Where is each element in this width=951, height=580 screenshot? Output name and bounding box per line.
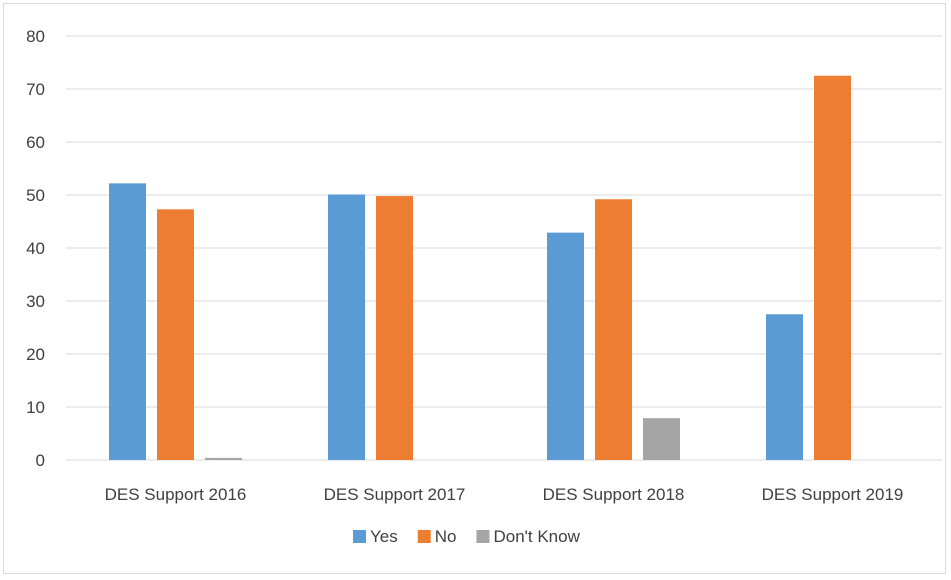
x-tick-label: DES Support 2018 (543, 485, 685, 504)
bar (814, 75, 851, 460)
legend-label: No (435, 527, 457, 546)
bars (109, 75, 851, 461)
y-tick-label: 10 (26, 398, 45, 417)
legend: Yes No Don't Know (353, 527, 581, 546)
chart-frame: 0 10 20 30 40 50 60 70 80 DES Support 2016 DES Su… (3, 3, 946, 574)
y-axis-tick-labels: 0 10 20 30 40 50 60 70 80 (26, 27, 45, 470)
legend-swatch (353, 530, 366, 543)
y-tick-label: 60 (26, 133, 45, 152)
bar (643, 418, 680, 460)
bar (595, 199, 632, 461)
x-tick-label: DES Support 2016 (105, 485, 247, 504)
bar (109, 183, 146, 460)
y-tick-label: 50 (26, 186, 45, 205)
x-tick-label: DES Support 2017 (324, 485, 466, 504)
y-tick-label: 70 (26, 80, 45, 99)
legend-swatch (476, 530, 490, 543)
bar (205, 457, 242, 460)
x-tick-label: DES Support 2019 (762, 485, 904, 504)
y-tick-label: 30 (26, 292, 45, 311)
bar (376, 196, 413, 460)
bar (157, 209, 194, 460)
legend-swatch (417, 530, 431, 543)
bar (766, 314, 803, 460)
gridlines (66, 35, 942, 461)
y-tick-label: 80 (26, 27, 45, 46)
y-tick-label: 20 (26, 345, 45, 364)
legend-label: Yes (370, 527, 398, 546)
bar (328, 194, 365, 460)
bar (547, 232, 584, 460)
y-tick-label: 0 (36, 451, 45, 470)
x-axis-category-labels: DES Support 2016 DES Support 2017 DES Supp… (105, 485, 904, 504)
legend-label: Don't Know (493, 527, 580, 546)
y-tick-label: 40 (26, 239, 45, 258)
